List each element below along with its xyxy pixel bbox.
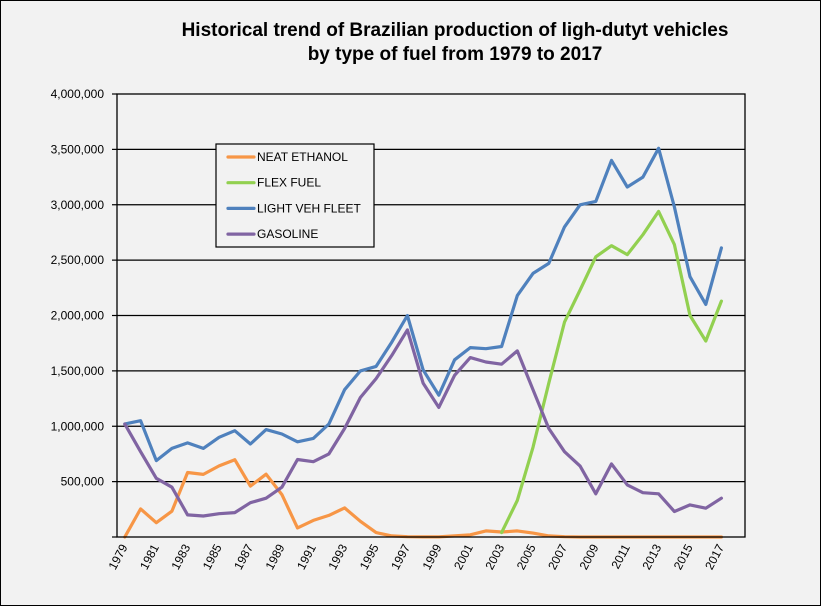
y-tick-label: 2,500,000 [51, 253, 105, 267]
x-tick-label: 1991 [294, 542, 319, 572]
y-tick-label: 4,000,000 [51, 87, 105, 101]
legend-item-neat-ethanol: NEAT ETHANOL [226, 150, 348, 164]
x-tick-label: 1979 [106, 542, 131, 572]
x-tick-label: 2011 [608, 542, 633, 572]
legend-box [215, 143, 375, 248]
x-tick-label: 1983 [168, 542, 193, 572]
y-axis-tick-labels: 500,000 1,000,000 1,500,000 2,000,000 2,500,… [51, 87, 105, 489]
x-tick-label: 2001 [451, 542, 476, 572]
legend-item-light-veh-fleet: LIGHT VEH FLEET [226, 201, 361, 215]
y-tick-label: 3,500,000 [51, 142, 105, 156]
series-line-flex-fuel [500, 209, 723, 535]
x-tick-label: 2015 [671, 542, 696, 572]
legend-item-flex-fuel: FLEX FUEL [226, 176, 321, 190]
legend-label: NEAT ETHANOL [257, 150, 348, 164]
x-tick-label: 1981 [137, 542, 162, 572]
series-line-neat-ethanol [123, 458, 723, 539]
y-tick-label: 1,000,000 [51, 419, 105, 433]
gridlines [112, 93, 745, 538]
chart-title: Historical trend of Brazilian production… [130, 19, 780, 67]
x-tick-label: 1997 [388, 542, 413, 572]
legend: NEAT ETHANOL FLEX FUEL LIGHT VEH FLEET GASO… [215, 143, 375, 248]
x-tick-label: 1987 [231, 542, 256, 572]
series-line-gasoline [123, 328, 723, 518]
x-axis-tick-labels: 1979 1981 1983 1985 1987 1989 1991 1993 1995 1997… [106, 542, 728, 572]
x-tick-label: 2009 [577, 542, 602, 572]
x-tick-label: 2013 [639, 542, 664, 572]
x-tick-label: 2017 [702, 542, 727, 572]
x-tick-label: 1993 [325, 542, 350, 572]
y-tick-label: 1,500,000 [51, 364, 105, 378]
x-tick-label: 1989 [263, 542, 288, 572]
x-tick-label: 1995 [357, 542, 382, 572]
y-tick-label: 2,000,000 [51, 309, 105, 323]
legend-label: LIGHT VEH FLEET [257, 201, 361, 215]
y-tick-label: 3,000,000 [51, 198, 105, 212]
series-line-light-veh-fleet [123, 146, 723, 463]
x-tick-label: 2007 [545, 542, 570, 572]
chart-title-line-1: Historical trend of Brazilian production… [181, 20, 729, 41]
x-tick-label: 1999 [420, 542, 445, 572]
x-tick-label: 2003 [482, 542, 507, 572]
x-tick-label: 2005 [514, 542, 539, 572]
x-tick-label: 1985 [200, 542, 225, 572]
series-lines [123, 146, 723, 539]
chart-title-line-2: by type of fuel from 1979 to 2017 [307, 44, 603, 65]
y-tick-label: 500,000 [61, 475, 105, 489]
legend-item-gasoline: GASOLINE [226, 227, 318, 241]
legend-label: GASOLINE [257, 227, 318, 241]
plot-area-border [116, 93, 746, 538]
legend-label: FLEX FUEL [257, 176, 321, 190]
